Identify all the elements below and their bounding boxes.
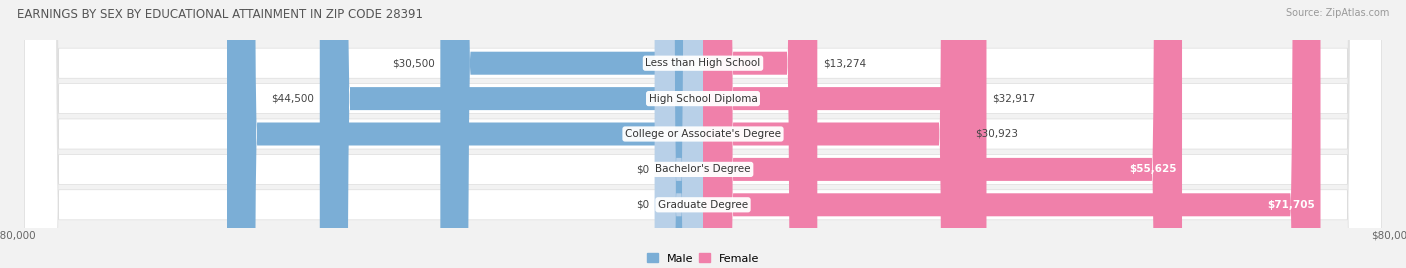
Text: High School Diploma: High School Diploma bbox=[648, 94, 758, 104]
Text: $13,274: $13,274 bbox=[823, 58, 866, 68]
Text: College or Associate's Degree: College or Associate's Degree bbox=[626, 129, 780, 139]
FancyBboxPatch shape bbox=[703, 0, 1320, 268]
Text: $0: $0 bbox=[636, 200, 650, 210]
Text: $30,923: $30,923 bbox=[974, 129, 1018, 139]
FancyBboxPatch shape bbox=[319, 0, 703, 268]
Text: Graduate Degree: Graduate Degree bbox=[658, 200, 748, 210]
FancyBboxPatch shape bbox=[24, 0, 1382, 268]
Legend: Male, Female: Male, Female bbox=[647, 253, 759, 263]
FancyBboxPatch shape bbox=[24, 0, 1382, 268]
FancyBboxPatch shape bbox=[24, 0, 1382, 268]
FancyBboxPatch shape bbox=[226, 0, 703, 268]
Text: $0: $0 bbox=[636, 164, 650, 174]
Text: EARNINGS BY SEX BY EDUCATIONAL ATTAINMENT IN ZIP CODE 28391: EARNINGS BY SEX BY EDUCATIONAL ATTAINMEN… bbox=[17, 8, 423, 21]
FancyBboxPatch shape bbox=[440, 0, 703, 268]
FancyBboxPatch shape bbox=[703, 0, 817, 268]
FancyBboxPatch shape bbox=[24, 0, 1382, 268]
Text: $55,625: $55,625 bbox=[1129, 164, 1177, 174]
FancyBboxPatch shape bbox=[655, 0, 703, 268]
Text: Source: ZipAtlas.com: Source: ZipAtlas.com bbox=[1285, 8, 1389, 18]
Text: $71,705: $71,705 bbox=[1267, 200, 1315, 210]
FancyBboxPatch shape bbox=[703, 0, 987, 268]
Text: $32,917: $32,917 bbox=[993, 94, 1035, 104]
FancyBboxPatch shape bbox=[24, 0, 1382, 268]
FancyBboxPatch shape bbox=[655, 0, 703, 268]
Text: $44,500: $44,500 bbox=[271, 94, 315, 104]
FancyBboxPatch shape bbox=[703, 0, 969, 268]
Text: $55,273: $55,273 bbox=[174, 129, 222, 139]
Text: $30,500: $30,500 bbox=[392, 58, 434, 68]
Text: Bachelor's Degree: Bachelor's Degree bbox=[655, 164, 751, 174]
Text: Less than High School: Less than High School bbox=[645, 58, 761, 68]
FancyBboxPatch shape bbox=[703, 0, 1182, 268]
